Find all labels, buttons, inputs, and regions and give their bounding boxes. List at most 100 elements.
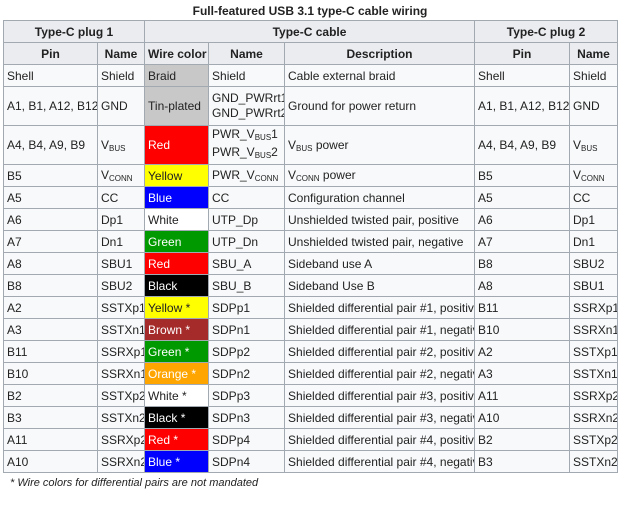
plug1-name-text: SSTXn2 [101, 410, 145, 425]
cable-name-cell: SBU_A [208, 252, 286, 275]
plug1-pin-cell: A5 [3, 186, 98, 209]
description-cell: Sideband use A [284, 252, 476, 275]
plug2-pin-cell: A8 [474, 274, 571, 297]
description-cell: Shielded differential pair #2, negative [284, 362, 476, 385]
description-cell: VBUS power [284, 125, 476, 165]
table-row: B11 SSRXp1 Green * SDPp2 Shielded differenti… [3, 340, 619, 363]
plug1-name-cell: SSTXp1 [96, 296, 146, 319]
plug2-name-text: SSRXn2 [573, 410, 618, 425]
plug1-name-text: SSTXn1 [101, 322, 145, 337]
plug1-pin-cell: A11 [3, 428, 98, 451]
description-text: Unshielded twisted pair, positive [288, 212, 459, 227]
column-header-pin: Pin [3, 42, 98, 65]
plug2-name-cell: SSTXp1 [569, 340, 619, 363]
wire-color-cell: Yellow [144, 164, 210, 187]
cable-name-cell: Shield [208, 64, 286, 87]
wiring-table: Type-C plug 1 Type-C cable Type-C plug 2… [2, 20, 619, 473]
plug1-pin-cell: A8 [3, 252, 98, 275]
plug1-name-cell: Dn1 [96, 230, 146, 253]
plug1-pin-cell: A6 [3, 208, 98, 231]
description-text: V [288, 137, 297, 152]
description-text: Shielded differential pair #3, positive [288, 388, 475, 403]
table-row: A2 SSTXp1 Yellow * SDPp1 Shielded differenti… [3, 296, 619, 319]
cable-name-cell: SDPp3 [208, 384, 286, 407]
description-cell: Cable external braid [284, 64, 476, 87]
plug2-name-cell: Dp1 [569, 208, 619, 231]
plug2-pin-cell: B5 [474, 164, 571, 187]
description-cell: Shielded differential pair #1, negative [284, 318, 476, 341]
description-text: Cable external braid [288, 68, 396, 83]
plug2-name-text: Dn1 [573, 234, 596, 249]
plug2-name-text: SBU2 [573, 256, 605, 271]
wire-color-cell: Tin-plated [144, 86, 210, 126]
description-text: Shielded differential pair #2, negative [288, 366, 475, 381]
plug1-name-text: Shield [101, 68, 135, 83]
plug2-pin-cell: B2 [474, 428, 571, 451]
description-text: Configuration channel [288, 190, 405, 205]
table-body: Shell Shield Braid Shield Cable external bra… [3, 64, 619, 473]
column-header-name: Name [96, 42, 146, 65]
description-text: Sideband use A [288, 256, 373, 271]
cable-name-cell: UTP_Dp [208, 208, 286, 231]
plug1-pin-cell: A3 [3, 318, 98, 341]
cable-name-cell: UTP_Dn [208, 230, 286, 253]
description-text: Ground for power return [288, 99, 417, 113]
cable-name-text: SDPp2 [212, 344, 251, 359]
plug2-pin-cell: A6 [474, 208, 571, 231]
cable-name-line: GND_PWRrt1 [212, 91, 285, 105]
plug2-name-cell: SSTXp2 [569, 428, 619, 451]
plug2-name-cell: SBU2 [569, 252, 619, 275]
plug1-name-text: Dp1 [101, 212, 124, 227]
wire-color-cell: Blue [144, 186, 210, 209]
plug1-name-cell: Dp1 [96, 208, 146, 231]
wire-color-cell: Yellow * [144, 296, 210, 319]
plug1-name-cell: SSRXp1 [96, 340, 146, 363]
table-row: A5 CC Blue CC Configuration channel A5 CC [3, 186, 619, 209]
table-row: A3 SSTXn1 Brown * SDPn1 Shielded differentia… [3, 318, 619, 341]
description-suffix: power [312, 137, 349, 152]
plug2-pin-cell: Shell [474, 64, 571, 87]
cable-name-text: UTP_Dn [212, 234, 259, 249]
plug1-pin-cell: A2 [3, 296, 98, 319]
plug2-name-text: Shield [573, 68, 607, 83]
wire-color-cell: Brown * [144, 318, 210, 341]
plug2-name-cell: VCONN [569, 164, 619, 187]
plug2-pin-cell: B3 [474, 450, 571, 473]
plug2-name-text: SSRXp2 [573, 388, 618, 403]
plug1-name-text: GND [101, 99, 128, 113]
cable-name-cell: SDPp1 [208, 296, 286, 319]
cable-name-cell: SDPp2 [208, 340, 286, 363]
plug1-pin-cell: A7 [3, 230, 98, 253]
cable-name-cell: PWR_VBUS1 PWR_VBUS2 [208, 125, 286, 165]
table-row: A6 Dp1 White UTP_Dp Unshielded twisted pair,… [3, 208, 619, 231]
cable-name-cell: SDPn4 [208, 450, 286, 473]
plug1-name-text: SSRXp2 [101, 432, 145, 447]
plug2-name-cell: SSRXp1 [569, 296, 619, 319]
description-cell: Shielded differential pair #3, positive [284, 384, 476, 407]
cable-name-cell: PWR_VCONN [208, 164, 286, 187]
wire-color-cell: Blue * [144, 450, 210, 473]
cable-name-text: SBU_B [212, 278, 252, 293]
description-cell: Sideband Use B [284, 274, 476, 297]
description-text: Shielded differential pair #3, negative [288, 410, 475, 425]
plug2-pin-cell: B8 [474, 252, 571, 275]
cable-name-text: SDPn2 [212, 366, 251, 381]
group-header-plug1: Type-C plug 1 [2, 20, 146, 43]
plug1-pin-cell: A1, B1, A12, B12 [3, 86, 98, 126]
plug1-pin-cell: B2 [3, 384, 98, 407]
plug1-pin-cell: Shell [3, 64, 98, 87]
plug2-name-text: SSTXn2 [573, 454, 618, 469]
plug1-name-cell: SSTXn1 [96, 318, 146, 341]
table-row: A1, B1, A12, B12 GND Tin-plated GND_PWRrt1 G… [3, 86, 619, 126]
plug1-name-cell: SBU1 [96, 252, 146, 275]
cable-name-subscript: CONN [254, 174, 279, 183]
description-cell: VCONN power [284, 164, 476, 187]
plug1-name-cell: SBU2 [96, 274, 146, 297]
plug1-pin-cell: B10 [3, 362, 98, 385]
cable-name-text: SDPp4 [212, 432, 251, 447]
plug1-name-cell: SSTXp2 [96, 384, 146, 407]
plug2-pin-cell: A11 [474, 384, 571, 407]
cable-name-prefix: PWR_V [212, 127, 255, 141]
description-text: Unshielded twisted pair, negative [288, 234, 464, 249]
plug1-name-cell: VCONN [96, 164, 146, 187]
